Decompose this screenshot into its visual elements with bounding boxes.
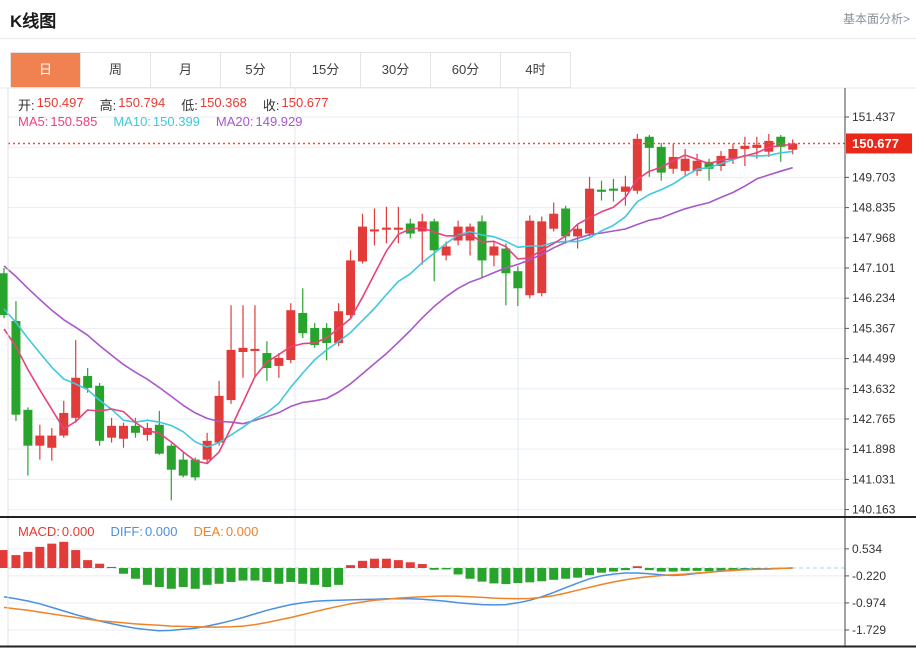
price-axis-label: 147.101 [852,261,896,275]
ohlc-row-item-0: 开: 150.497 [18,95,84,114]
macd-axis-label: 0.534 [852,542,882,556]
price-axis-label: 140.163 [852,503,896,517]
legend-label: MACD: [18,524,60,539]
macd-row-item-0: MACD: 0.000 [18,524,94,539]
ma-row-item-1: MA10: 150.399 [113,114,200,129]
ma-row-item-0: MA5: 150.585 [18,114,97,129]
ma-row-item-2: MA20: 149.929 [216,114,303,129]
macd-legend-row: MACD: 0.000 DIFF: 0.000 DEA: 0.000 [18,524,258,539]
legend-label: 高: [99,98,117,113]
ohlc-row: 开: 150.497 高: 150.794 低: 150.368 收: 150.677 [18,95,329,114]
price-axis-label: 145.367 [852,321,896,335]
ma-row: MA5: 150.585 MA10: 150.399 MA20: 149.929 [18,114,303,129]
legend-value: 0.000 [225,524,259,539]
timeframe-tab-6[interactable]: 60分 [431,53,501,87]
timeframe-tab-2[interactable]: 月 [151,53,221,87]
legend-label: 开: [18,98,35,113]
ohlc-row-item-3: 收: 150.677 [263,95,329,114]
legend-label: DIFF: [110,524,143,539]
legend-value: 150.497 [36,95,84,110]
legend-label: MA10: [113,114,151,129]
legend-value: 150.677 [281,95,329,110]
legend-value: 150.794 [118,95,166,110]
header-divider [0,38,916,39]
macd-row-item-1: DIFF: 0.000 [110,524,177,539]
macd-axis-label: -0.974 [852,596,886,610]
timeframe-tab-0[interactable]: 日 [11,53,81,87]
timeframe-tab-3[interactable]: 5分 [221,53,291,87]
fundamental-analysis-link[interactable]: 基本面分析> [842,12,910,26]
price-axis-label: 144.499 [852,352,896,366]
ohlc-row-item-1: 高: 150.794 [100,95,166,114]
legend-value: 149.929 [255,114,303,129]
price-axis-label: 142.765 [852,412,896,426]
price-axis-label: 151.437 [852,110,896,124]
timeframe-tabbar: 日周月 5分 15分 30分 60分 4时 [10,52,571,88]
price-axis-label: 146.234 [852,291,896,305]
macd-axis-label: -1.729 [852,623,886,637]
page-title: K线图 [10,12,57,31]
legend-value: 150.585 [50,114,98,129]
legend-label: 低: [181,98,198,113]
timeframe-tab-5[interactable]: 30分 [361,53,431,87]
legend-label: MA20: [215,114,254,129]
macd-row-item-2: DEA: 0.000 [193,524,258,539]
legend-value: 0.000 [144,524,178,539]
timeframe-tab-4[interactable]: 15分 [291,53,361,87]
legend-value: 150.399 [152,114,200,129]
legend-value: 0.000 [61,524,95,539]
macd-axis-label: -0.220 [852,569,886,583]
ohlc-row-item-2: 低: 150.368 [181,95,247,114]
timeframe-tab-1[interactable]: 周 [81,53,151,87]
timeframe-tab-7[interactable]: 4时 [525,62,546,77]
legend-label: DEA: [193,524,224,539]
price-axis-label: 141.898 [852,442,896,456]
price-axis-label: 141.031 [852,472,896,486]
legend-label: MA5: [18,114,49,129]
price-axis-label: 143.632 [852,382,896,396]
price-axis-label: 149.703 [852,170,896,184]
legend-label: 收: [262,98,280,113]
current-price-tag: 150.677 [852,136,899,151]
price-axis-label: 148.835 [852,201,896,215]
legend-value: 150.368 [199,95,247,110]
price-axis-label: 147.968 [852,231,896,245]
